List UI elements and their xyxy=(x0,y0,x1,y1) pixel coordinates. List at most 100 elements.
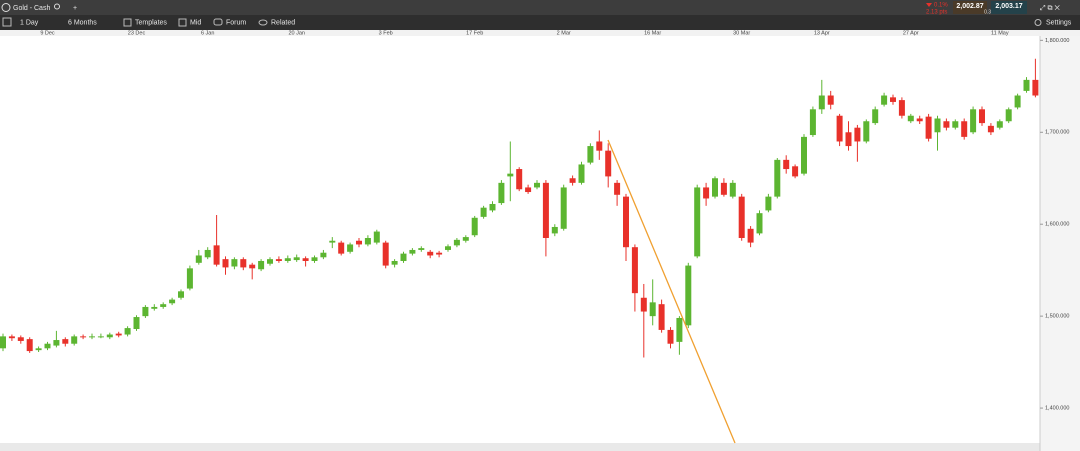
candle-body xyxy=(0,336,6,349)
toolbar-button[interactable]: Templates xyxy=(135,19,167,26)
candle-body xyxy=(436,252,443,255)
related-icon[interactable] xyxy=(258,19,268,26)
candle-body xyxy=(970,109,977,133)
ask-box[interactable] xyxy=(991,1,1027,14)
candle-body xyxy=(382,242,389,266)
candle-body xyxy=(498,182,505,204)
candle-body xyxy=(694,187,701,257)
candle-body xyxy=(729,182,736,197)
candle-body xyxy=(391,260,398,265)
candle-body xyxy=(792,166,799,177)
candle-body xyxy=(952,121,959,128)
interval[interactable]: 1 Day xyxy=(20,19,39,26)
candle-body xyxy=(409,249,416,254)
candle-body xyxy=(400,253,407,261)
candle-body xyxy=(284,258,291,261)
candle-body xyxy=(898,100,905,116)
toolbar-button[interactable]: Forum xyxy=(226,19,246,26)
candle-body xyxy=(881,95,888,105)
candle-body xyxy=(71,336,78,344)
candle-body xyxy=(453,239,460,246)
x-tick-label: 16 Mar xyxy=(644,30,661,36)
candle-body xyxy=(872,109,879,124)
candle-body xyxy=(213,245,220,265)
candle-body xyxy=(80,336,87,338)
candle-body xyxy=(623,196,629,248)
candle-body xyxy=(373,231,380,243)
candle-body xyxy=(44,343,51,349)
info-icon[interactable] xyxy=(1,3,11,12)
window-controls[interactable]: ⤢ ⧉ ✕ xyxy=(1040,5,1060,12)
candle-body xyxy=(320,252,327,258)
bid[interactable]: 2,002.87 xyxy=(956,3,983,10)
bid-box[interactable] xyxy=(953,1,987,14)
candle-body xyxy=(809,109,816,136)
candle-body xyxy=(97,336,104,338)
candle-body xyxy=(925,116,932,139)
candle-body xyxy=(640,297,647,312)
down-arrow xyxy=(926,3,932,7)
candle-body xyxy=(293,257,300,261)
candle-body xyxy=(249,264,256,269)
candle-body xyxy=(596,141,603,151)
toolbar-button[interactable]: Related xyxy=(271,19,295,26)
candle-body xyxy=(53,340,60,346)
candle-body xyxy=(578,164,585,183)
candle-body xyxy=(62,339,69,344)
candle-body xyxy=(587,146,594,163)
candle-body xyxy=(160,304,167,307)
x-tick-label: 30 Mar xyxy=(733,30,750,36)
ask[interactable]: 2,003.17 xyxy=(995,3,1022,10)
candle-body xyxy=(489,203,496,211)
candle-body xyxy=(204,249,211,258)
templates-icon[interactable] xyxy=(123,18,132,27)
x-tick-label: 23 Dec xyxy=(128,30,146,36)
candle-body xyxy=(17,337,24,341)
candle-body xyxy=(934,118,941,133)
instrument[interactable]: Gold - Cash xyxy=(13,5,50,12)
candle-body xyxy=(551,226,558,234)
candle-body xyxy=(854,127,861,142)
mid-icon[interactable] xyxy=(178,18,187,27)
candle-body xyxy=(347,244,354,252)
candle-body xyxy=(222,259,229,268)
settings-icon[interactable] xyxy=(1034,19,1042,26)
candle-body xyxy=(329,240,336,243)
candle-body xyxy=(231,259,238,267)
forum-icon[interactable] xyxy=(213,18,223,26)
candle-body xyxy=(169,299,176,304)
candle-body xyxy=(676,317,683,342)
candle-body xyxy=(427,251,434,256)
candle-body xyxy=(916,118,923,122)
candle-body xyxy=(845,132,852,147)
candle-body xyxy=(1014,95,1021,108)
candle-body xyxy=(667,329,674,344)
candle-body xyxy=(649,302,656,317)
search-icon[interactable] xyxy=(54,3,60,10)
change-points: 2.13 pts xyxy=(926,10,947,16)
candle-body xyxy=(542,182,549,238)
candle-body xyxy=(115,333,122,336)
add-tab[interactable]: + xyxy=(73,5,77,12)
candle-body xyxy=(142,306,149,317)
x-tick-label: 17 Feb xyxy=(466,30,483,36)
settings[interactable]: Settings xyxy=(1046,19,1072,26)
layout-icon[interactable] xyxy=(2,17,12,27)
bottom-strip xyxy=(0,443,1040,451)
candle-body xyxy=(569,178,576,183)
candle-body xyxy=(827,95,834,105)
title-bar xyxy=(0,0,1080,15)
candle-body xyxy=(480,207,487,217)
y-tick-label: 1,400.000 xyxy=(1045,406,1069,412)
toolbar-button[interactable]: Mid xyxy=(190,19,201,26)
candle-body xyxy=(658,304,665,330)
candle-body xyxy=(178,291,184,298)
candle-body xyxy=(275,259,282,261)
candle-body xyxy=(35,348,42,351)
x-tick-label: 9 Dec xyxy=(40,30,55,36)
candle-body xyxy=(240,259,247,268)
range[interactable]: 6 Months xyxy=(68,19,97,26)
candle-body xyxy=(356,240,362,245)
candle-body xyxy=(89,336,95,338)
